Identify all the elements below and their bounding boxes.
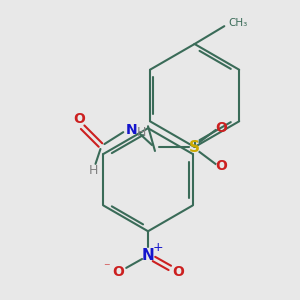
Text: N: N [142, 248, 154, 262]
Text: H: H [89, 164, 98, 177]
Text: H: H [136, 126, 146, 139]
Text: O: O [215, 159, 227, 173]
Text: O: O [215, 121, 227, 135]
Text: O: O [74, 112, 85, 126]
Text: CH₃: CH₃ [228, 18, 248, 28]
Text: O: O [172, 265, 184, 279]
Text: S: S [189, 140, 200, 154]
Text: ⁻: ⁻ [103, 261, 110, 274]
Text: O: O [112, 265, 124, 279]
Text: +: + [153, 241, 163, 254]
Text: N: N [125, 123, 137, 137]
